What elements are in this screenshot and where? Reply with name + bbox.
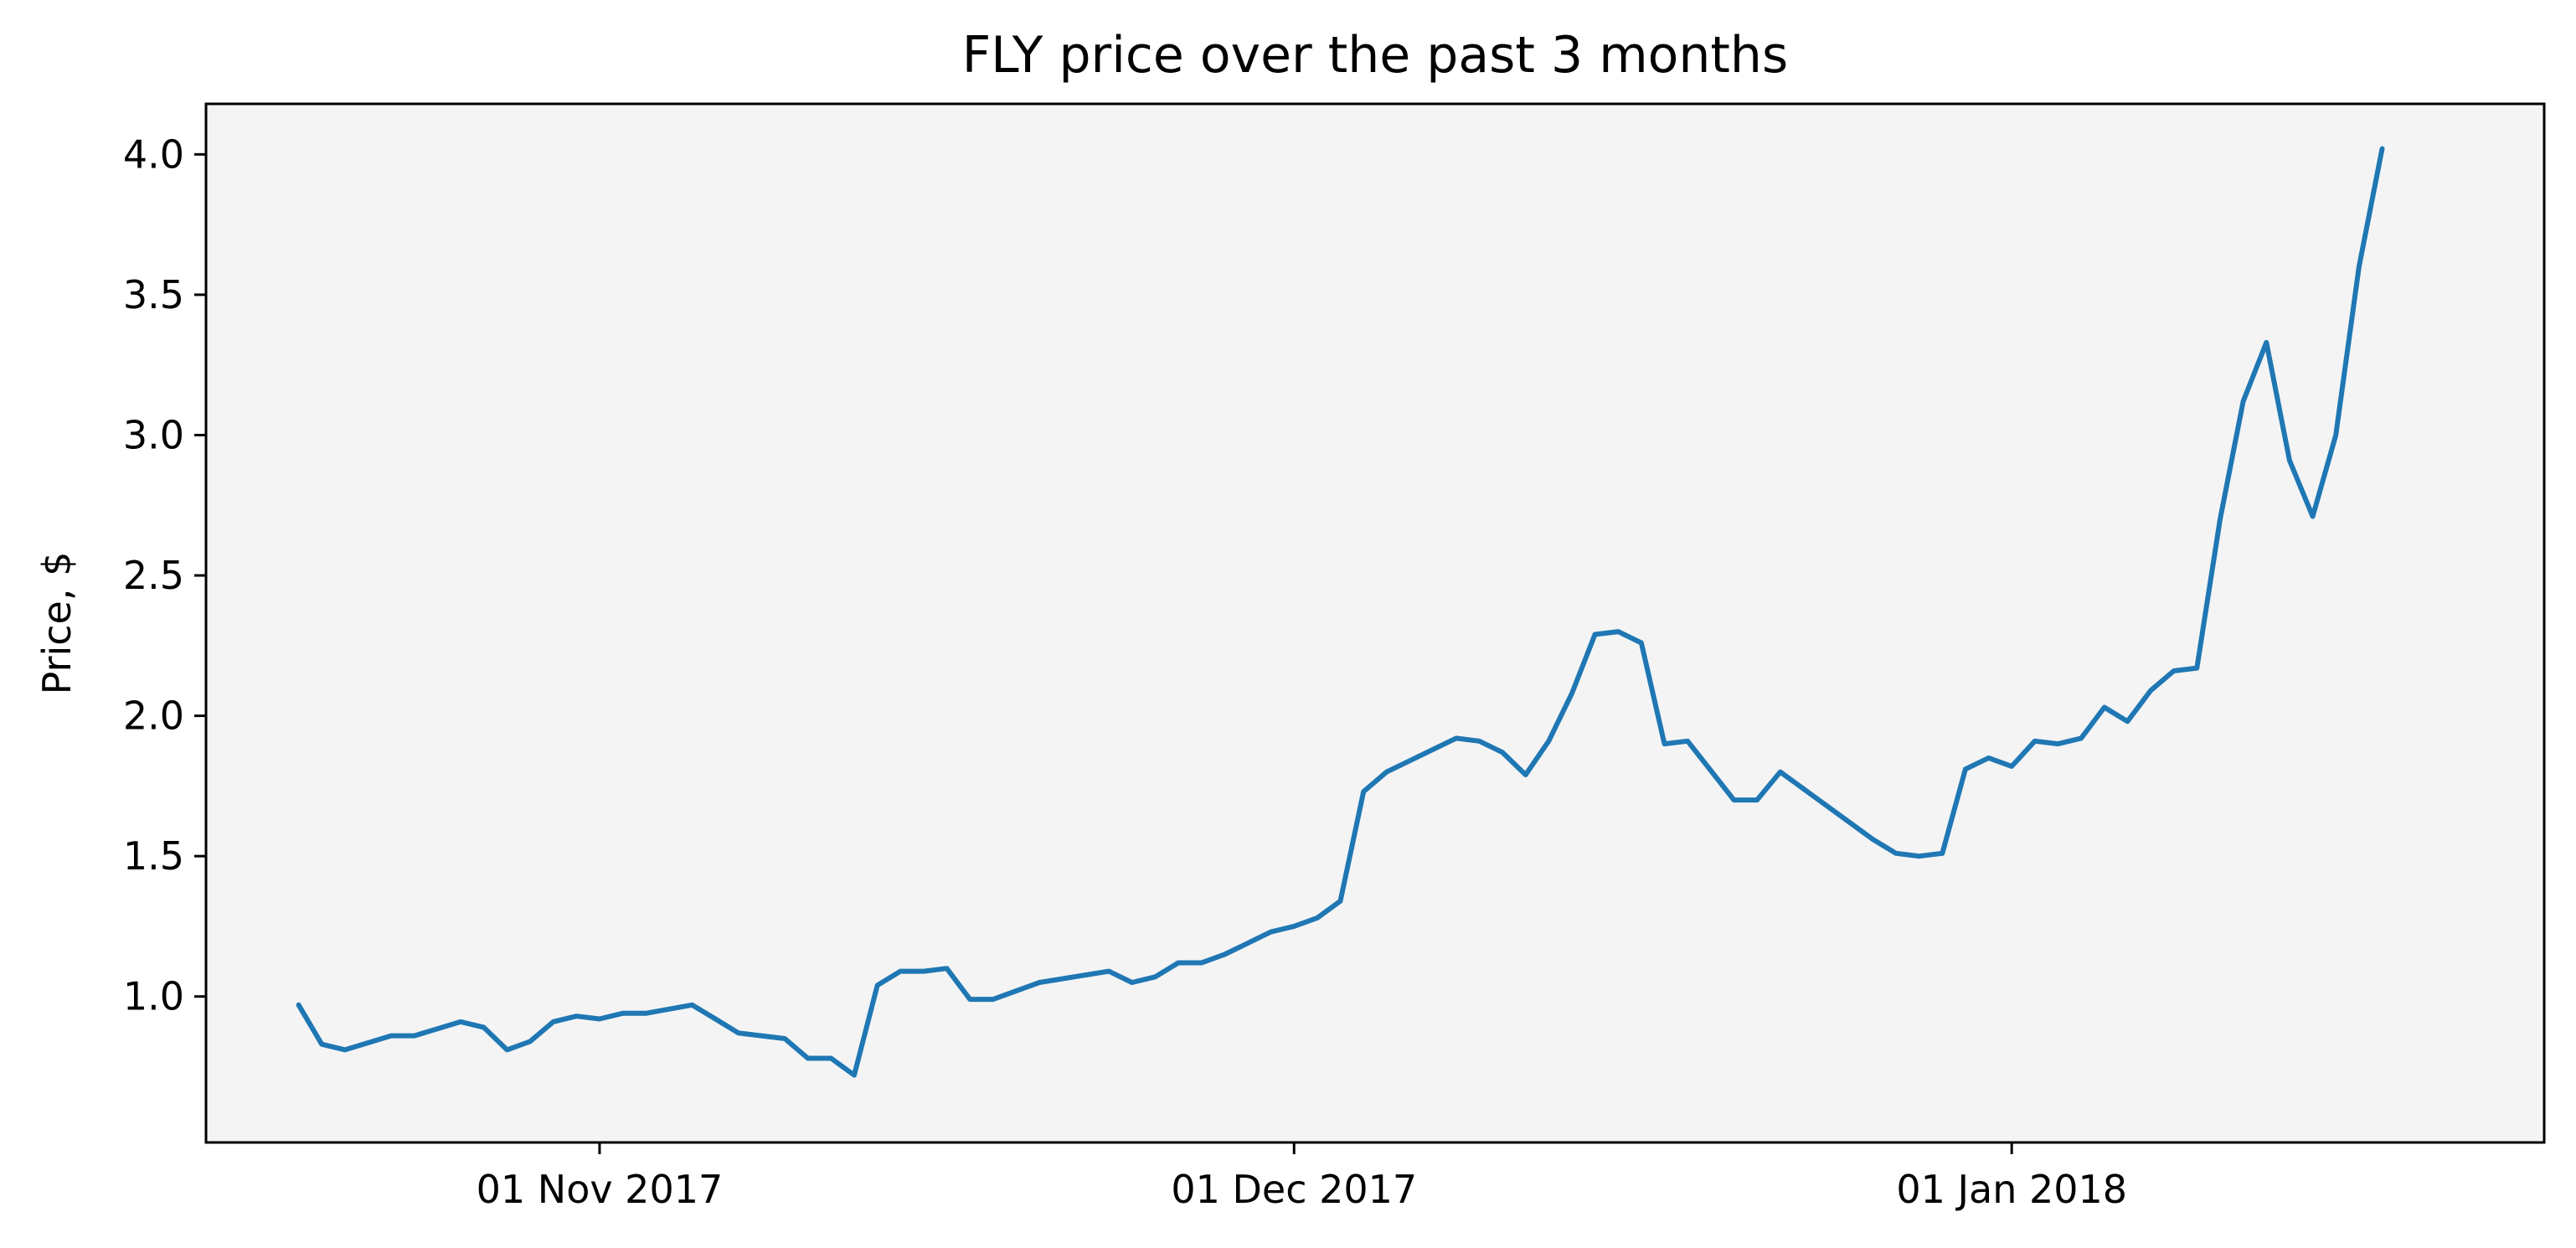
y-tick-label: 1.5 (123, 833, 184, 879)
y-tick-label: 4.0 (123, 132, 184, 177)
y-tick-label: 3.0 (123, 412, 184, 457)
x-tick-label: 01 Dec 2017 (1171, 1167, 1417, 1212)
y-tick-label: 2.0 (123, 694, 184, 739)
x-tick-label: 01 Nov 2017 (477, 1167, 724, 1212)
x-axis-ticks: 01 Nov 2017 01 Dec 2017 01 Jan 2018 (477, 1142, 2127, 1212)
y-tick-label: 2.5 (123, 553, 184, 598)
x-tick-label: 01 Jan 2018 (1896, 1167, 2127, 1212)
y-axis-label: Price, $ (34, 552, 80, 695)
y-axis-ticks: 1.0 1.5 2.0 2.5 3.0 3.5 4.0 (123, 132, 206, 1019)
price-series-line (296, 146, 2385, 1078)
plot-frame (204, 102, 2546, 1144)
y-tick-label: 1.0 (123, 974, 184, 1019)
chart-title: FLY price over the past 3 months (962, 26, 1788, 85)
y-tick-label: 3.5 (123, 272, 184, 317)
plot-background (206, 104, 2544, 1142)
